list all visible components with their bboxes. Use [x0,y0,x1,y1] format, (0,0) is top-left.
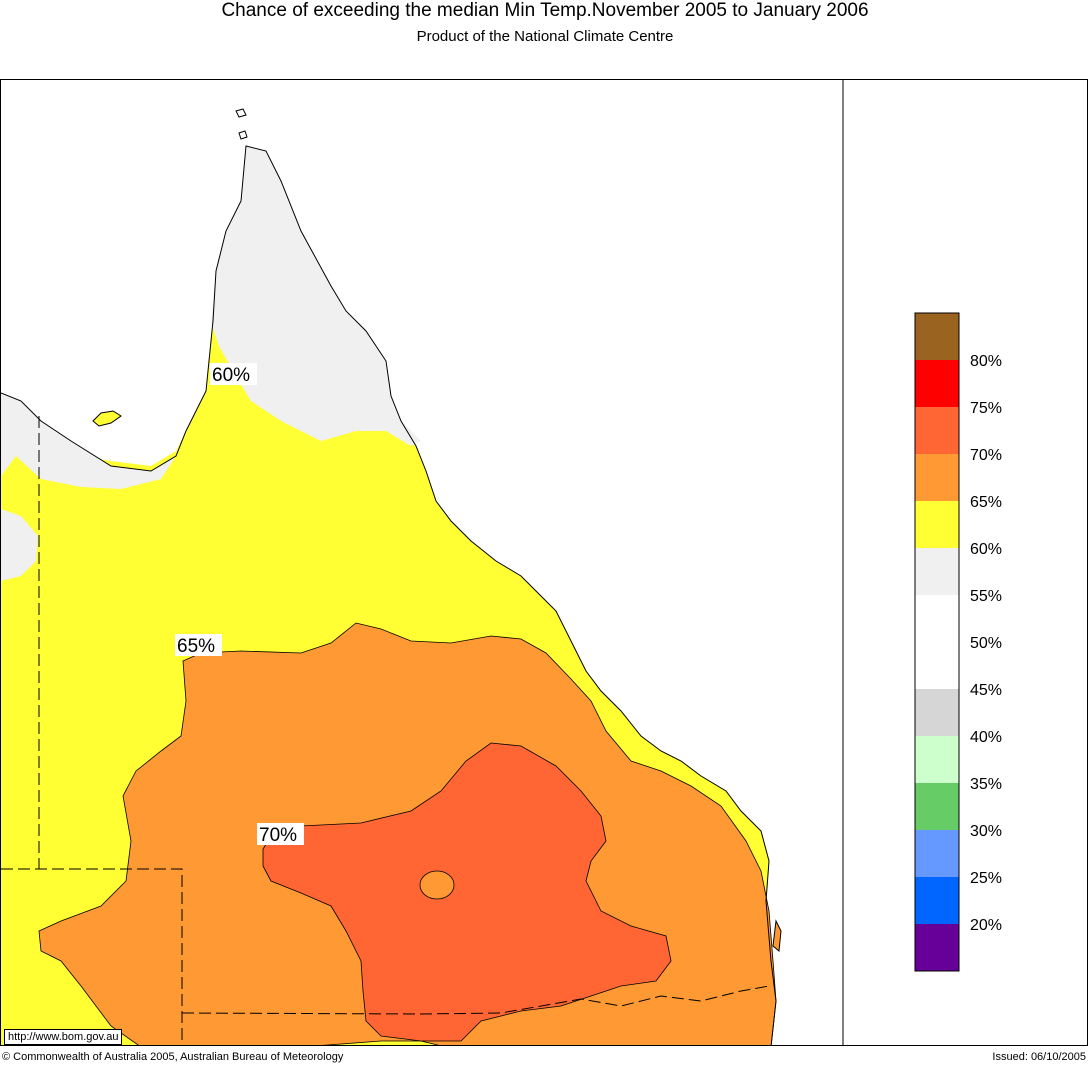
region-65-70-hole [419,870,455,900]
coastline [1,145,777,1045]
queensland-map: 60% 65% 70% 80% 75% 70% 65% 60% 55% 50% 45% 40% 3… [1,80,1002,1045]
region-70-75 [262,742,672,1042]
legend-swatch [915,595,959,642]
legend-swatch [915,360,959,407]
map-subtitle: Product of the National Climate Centre [416,28,674,45]
legend-label: 30% [970,823,1002,840]
legend-label: 25% [970,870,1002,887]
url-label: http://www.bom.gov.au [4,1029,123,1045]
legend-label: 35% [970,776,1002,793]
state-border-sa-qld [1,868,183,1045]
legend-swatch [915,736,959,783]
legend-label: 60% [970,541,1002,558]
legend-swatch [915,830,959,877]
legend-swatch [915,642,959,689]
legend-swatch [915,783,959,830]
legend-label: 65% [970,494,1002,511]
legend-swatch [915,501,959,548]
legend-frame [914,312,960,972]
contour-label-65: 65% [177,636,215,657]
contour-label-65-bg [175,634,222,656]
contour-label-70-bg [257,823,304,845]
region-55-60-north [211,146,421,446]
legend-label: 70% [970,447,1002,464]
copyright-text: © Commonwealth of Australia 2005, Austra… [2,1051,344,1063]
region-55-60-west [1,509,38,581]
legend-swatch [915,877,959,924]
legend-swatch [915,548,959,595]
issued-date: Issued: 06/10/2005 [992,1051,1086,1063]
contour-label-70: 70% [259,825,297,846]
legend: 80% 75% 70% 65% 60% 55% 50% 45% 40% 35% 30% 25% 20% [914,312,1002,972]
legend-label: 40% [970,729,1002,746]
mornington-island [92,410,122,427]
fraser-island [772,919,782,952]
legend-swatch [915,924,959,971]
map-frame: 60% 65% 70% 80% 75% 70% 65% 60% 55% 50% 45% 40% 3… [0,79,1088,1046]
legend-label: 75% [970,400,1002,417]
region-55-60-gulf [1,393,176,489]
legend-label: 80% [970,353,1002,370]
map-title: Chance of exceeding the median Min Temp.… [221,0,869,21]
legend-swatch [915,454,959,501]
legend-label: 20% [970,917,1002,934]
legend-label: 55% [970,588,1002,605]
legend-swatch [915,407,959,454]
legend-swatch [915,313,959,360]
legend-label: 45% [970,682,1002,699]
contour-label-60: 60% [212,365,250,386]
contour-label-60-bg [210,363,257,385]
state-border-nsw-qld [181,985,770,1015]
legend-label: 50% [970,635,1002,652]
north-islands [235,108,248,140]
legend-swatch [915,689,959,736]
